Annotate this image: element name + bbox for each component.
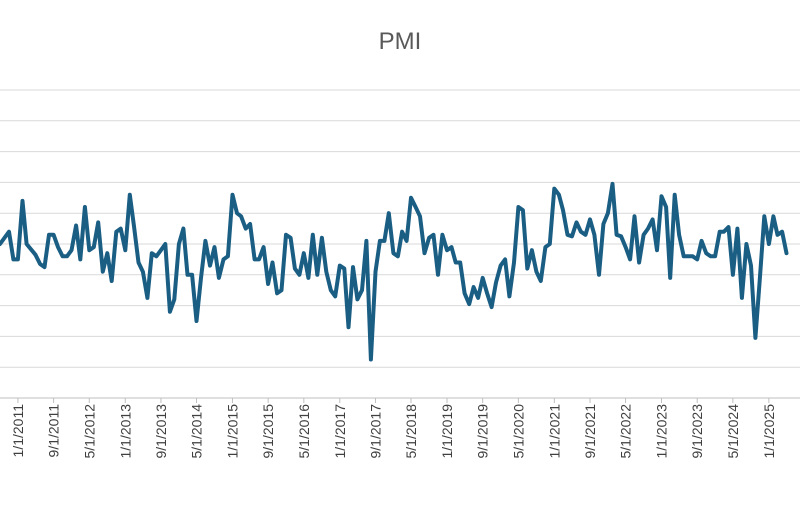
x-tick-label: 1/1/2023 [654, 404, 670, 459]
x-tick-label: 1/1/2011 [10, 404, 26, 458]
x-tick-label: 1/1/2019 [439, 404, 455, 459]
x-tick-label: 9/1/2017 [367, 404, 383, 459]
x-tick-label: 5/1/2012 [81, 404, 97, 459]
x-tick-label: 1/1/2015 [224, 404, 240, 459]
x-tick-label: 5/1/2014 [188, 404, 204, 459]
x-tick-label: 1/1/2017 [332, 404, 348, 459]
x-tick-label: 5/1/2018 [403, 404, 419, 459]
x-tick-label: 9/1/2019 [475, 404, 491, 459]
chart-title: PMI [379, 28, 422, 55]
x-tick-label: 9/1/2011 [46, 404, 62, 458]
x-tick-label: 9/1/2023 [689, 404, 705, 459]
x-tick-label: 1/1/2013 [117, 404, 133, 459]
x-tick-label: 1/1/2021 [546, 404, 562, 459]
x-tick-label: 1/1/2025 [761, 404, 777, 459]
x-tick-label: 9/1/2013 [153, 404, 169, 459]
x-tick-label: 9/1/2021 [582, 404, 598, 459]
series-line-0 [0, 181, 789, 362]
x-tick-label: 5/1/2022 [618, 404, 634, 459]
x-tick-label: 5/1/2024 [725, 404, 741, 459]
x-tick-label: 5/1/2020 [510, 404, 526, 459]
series-layer [0, 181, 789, 362]
x-tick-label: 9/1/2015 [260, 404, 276, 459]
x-tick-label: 5/1/2016 [296, 404, 312, 459]
x-axis-tick-labels: 1/1/2011 9/1/2011 5/1/2012 1/1/2013 9/1/2013… [10, 398, 777, 459]
